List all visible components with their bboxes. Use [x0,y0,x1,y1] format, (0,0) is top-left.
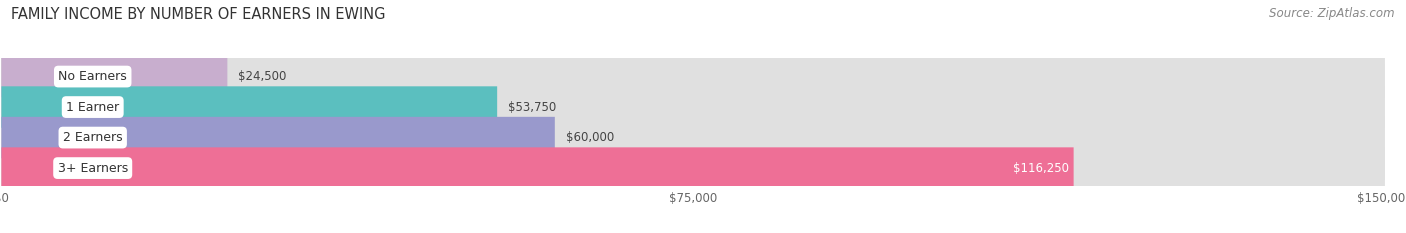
FancyBboxPatch shape [1,117,555,158]
Text: 2 Earners: 2 Earners [63,131,122,144]
Text: No Earners: No Earners [58,70,127,83]
FancyBboxPatch shape [1,95,1385,119]
FancyBboxPatch shape [1,86,1385,128]
FancyBboxPatch shape [1,156,1385,180]
Text: FAMILY INCOME BY NUMBER OF EARNERS IN EWING: FAMILY INCOME BY NUMBER OF EARNERS IN EW… [11,7,385,22]
Text: $116,250: $116,250 [1014,162,1070,175]
Text: $60,000: $60,000 [565,131,614,144]
Text: 3+ Earners: 3+ Earners [58,162,128,175]
FancyBboxPatch shape [1,64,1385,89]
FancyBboxPatch shape [1,147,1385,189]
FancyBboxPatch shape [1,125,1385,150]
FancyBboxPatch shape [1,56,228,97]
FancyBboxPatch shape [1,147,1074,189]
FancyBboxPatch shape [1,117,1385,158]
FancyBboxPatch shape [1,86,498,128]
Text: $53,750: $53,750 [508,101,557,113]
FancyBboxPatch shape [1,56,1385,97]
Text: $24,500: $24,500 [239,70,287,83]
Text: 1 Earner: 1 Earner [66,101,120,113]
Text: Source: ZipAtlas.com: Source: ZipAtlas.com [1270,7,1395,20]
